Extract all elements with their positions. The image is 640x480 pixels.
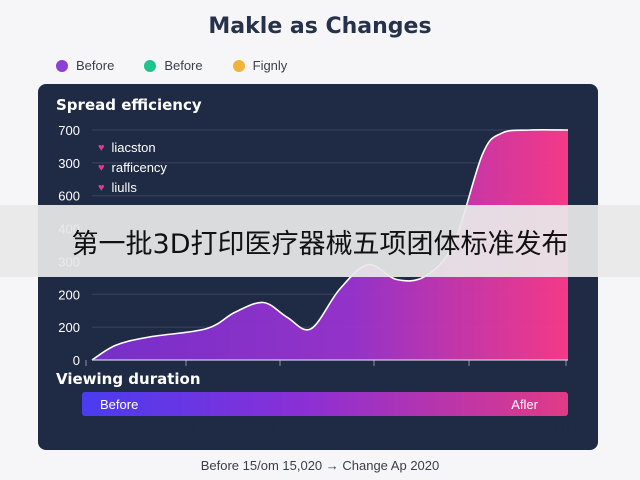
heart-icon: ♥ (98, 162, 105, 174)
x-tick-label: 477 (269, 422, 291, 437)
inner-legend-item: ♥ liulls (98, 178, 167, 198)
legend-label: Before (76, 58, 115, 73)
duration-bar-start-label: Before (100, 397, 139, 412)
legend-swatch-green (144, 59, 157, 72)
y-tick-label: 0 (73, 353, 80, 368)
x-tick-label: 105 (75, 422, 97, 437)
y-tick-label: 200 (58, 287, 80, 302)
legend-item-before-green: Before (144, 58, 203, 73)
x-tick-label: 2110 (552, 422, 580, 437)
inner-legend-label: rafficency (111, 160, 167, 175)
inner-legend-item: ♥ liacston (98, 138, 167, 158)
legend-item-fignly: Fignly (232, 58, 288, 73)
duration-gradient-bar: Before Afler (82, 392, 568, 416)
y-tick-label: 700 (58, 123, 80, 138)
footer-caption: Before 15/om 15,020 → Change Ap 2020 (200, 458, 440, 473)
inner-legend: ♥ liacston ♥ rafficency ♥ liulls (98, 138, 167, 198)
legend-swatch-yellow (232, 59, 245, 72)
top-legend: Before Before Fignly (56, 58, 287, 73)
y-tick-label: 200 (58, 320, 80, 335)
legend-swatch-purple (56, 59, 68, 72)
inner-legend-item: ♥ rafficency (98, 158, 167, 178)
x-tick-label: 265 (458, 422, 480, 437)
chart-title: Makle as Changes (208, 14, 432, 39)
viewing-duration-label: Viewing duration (56, 370, 201, 388)
y-tick-label: 300 (58, 156, 80, 171)
x-tick-label: 106 (175, 422, 197, 437)
inner-legend-label: liulls (111, 180, 137, 195)
inner-legend-label: liacston (111, 140, 156, 155)
area-fill (92, 129, 568, 360)
duration-bar-end-label: Afler (511, 397, 538, 412)
y-tick-label: 600 (58, 189, 80, 204)
series-line (91, 128, 569, 361)
heart-icon: ♥ (98, 142, 105, 154)
legend-item-before-purple: Before (56, 58, 114, 73)
spread-efficiency-label: Spread efficiency (56, 96, 202, 114)
heart-icon: ♥ (98, 182, 105, 194)
x-tick-label: 700 (363, 422, 385, 437)
headline-overlay: 第一批3D打印医疗器械五项团体标准发布 (0, 205, 640, 277)
legend-label: Before (164, 58, 203, 73)
legend-label: Fignly (252, 58, 288, 73)
